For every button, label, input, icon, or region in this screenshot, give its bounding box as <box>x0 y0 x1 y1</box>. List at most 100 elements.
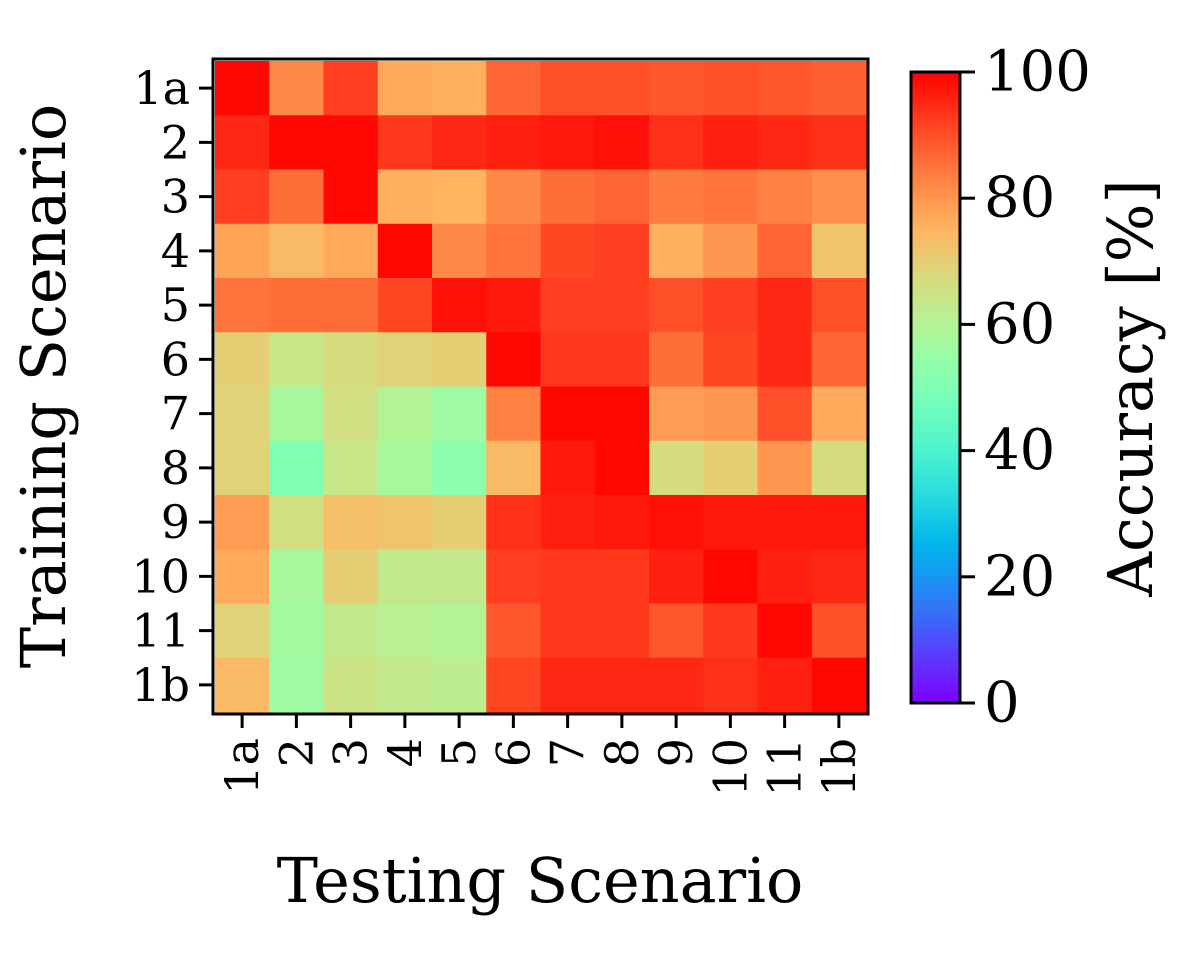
heatmap-cell <box>540 223 596 279</box>
heatmap-cell <box>432 495 487 550</box>
heatmap-cell <box>811 549 867 605</box>
heatmap-cell <box>377 223 433 279</box>
heatmap-cell <box>757 115 813 171</box>
heatmap-cell <box>811 440 867 496</box>
heatmap-cell <box>594 440 650 496</box>
heatmap-cell <box>811 223 867 279</box>
heatmap-cell <box>649 61 704 116</box>
heatmap-cell <box>323 223 379 279</box>
heatmap-cell <box>757 495 813 550</box>
y-tick-label: 3 <box>161 170 190 224</box>
heatmap-cell <box>323 386 379 442</box>
heatmap-cell <box>377 603 433 659</box>
colorbar-tick-label: 80 <box>984 166 1055 231</box>
x-tick-label: 10 <box>703 738 757 797</box>
heatmap-cell <box>432 549 487 605</box>
heatmap-cell <box>215 386 270 442</box>
heatmap-cell <box>215 115 270 171</box>
y-tick-label: 7 <box>161 387 190 441</box>
heatmap-cell <box>540 440 596 496</box>
heatmap-cell <box>649 440 704 496</box>
heatmap-cell <box>540 169 596 225</box>
heatmap-cell <box>269 115 325 171</box>
heatmap-cell <box>703 278 759 333</box>
heatmap-cell <box>594 657 650 713</box>
heatmap-cell <box>703 169 759 225</box>
heatmap-cell <box>377 657 433 713</box>
heatmap-cell <box>811 115 867 171</box>
heatmap-cell <box>323 115 379 171</box>
heatmap-cell <box>540 61 596 116</box>
colorbar-title: Accuracy [%] <box>1094 179 1167 598</box>
colorbar-tick-label: 40 <box>984 418 1055 483</box>
heatmap-cell <box>215 223 270 279</box>
heatmap-cell <box>215 278 270 333</box>
heatmap-cell <box>811 386 867 442</box>
heatmap-cell <box>540 549 596 605</box>
heatmap-cell <box>703 61 759 116</box>
heatmap-cell <box>377 61 433 116</box>
x-tick-label: 9 <box>649 738 703 767</box>
y-tick-label: 4 <box>161 224 190 278</box>
x-tick-label: 2 <box>269 738 323 767</box>
heatmap-cell <box>432 386 487 442</box>
x-axis-ticks: 1a 2 3 4 5 6 7 8 9 10 11 1b <box>215 714 866 797</box>
heatmap-cell <box>377 278 433 333</box>
heatmap-cell <box>323 332 379 388</box>
x-tick-label: 1a <box>215 738 269 795</box>
heatmap-cell <box>269 603 325 659</box>
y-tick-label: 9 <box>161 495 190 549</box>
heatmap-cell <box>323 603 379 659</box>
heatmap-cell <box>540 278 596 333</box>
heatmap-cell <box>486 657 542 713</box>
heatmap-cell <box>269 495 325 550</box>
heatmap-cell <box>377 332 433 388</box>
heatmap-cell <box>811 657 867 713</box>
heatmap-cell <box>540 332 596 388</box>
heatmap-cell <box>594 115 650 171</box>
heatmap-cell <box>703 386 759 442</box>
y-axis-title: Training Scenario <box>7 104 80 668</box>
heatmap-cell <box>215 440 270 496</box>
heatmap-cell <box>540 495 596 550</box>
heatmap-cell <box>649 169 704 225</box>
heatmap-cell <box>811 332 867 388</box>
x-tick-label: 5 <box>432 738 486 767</box>
heatmap-cell <box>269 223 325 279</box>
y-tick-label: 6 <box>161 332 190 386</box>
heatmap-cell <box>432 169 487 225</box>
heatmap-cell <box>540 386 596 442</box>
heatmap-cell <box>703 495 759 550</box>
heatmap-cell <box>486 223 542 279</box>
heatmap-cell <box>757 386 813 442</box>
heatmap-cell <box>486 603 542 659</box>
heatmap-cell <box>757 603 813 659</box>
heatmap-cell <box>215 549 270 605</box>
heatmap-cell <box>323 657 379 713</box>
heatmap-cell <box>269 549 325 605</box>
heatmap-cell <box>757 169 813 225</box>
x-tick-label: 11 <box>758 738 812 797</box>
heatmap-cell <box>703 223 759 279</box>
heatmap-cell <box>323 549 379 605</box>
heatmap-cell <box>811 603 867 659</box>
heatmap-cell <box>323 495 379 550</box>
heatmap-cell <box>377 169 433 225</box>
heatmap-cell <box>432 115 487 171</box>
heatmap-cell <box>757 61 813 116</box>
y-tick-label: 10 <box>131 549 190 603</box>
heatmap-cell <box>432 332 487 388</box>
heatmap-cell <box>215 603 270 659</box>
heatmap-cell <box>486 278 542 333</box>
heatmap-cell <box>649 386 704 442</box>
heatmap-cell <box>377 440 433 496</box>
heatmap-cell <box>432 278 487 333</box>
heatmap-cell <box>432 603 487 659</box>
heatmap-cell <box>432 657 487 713</box>
x-tick-label: 7 <box>541 738 595 767</box>
colorbar-tick-label: 20 <box>984 544 1055 609</box>
x-tick-label: 1b <box>812 738 866 797</box>
heatmap-cell <box>323 278 379 333</box>
heatmap-cell <box>594 278 650 333</box>
